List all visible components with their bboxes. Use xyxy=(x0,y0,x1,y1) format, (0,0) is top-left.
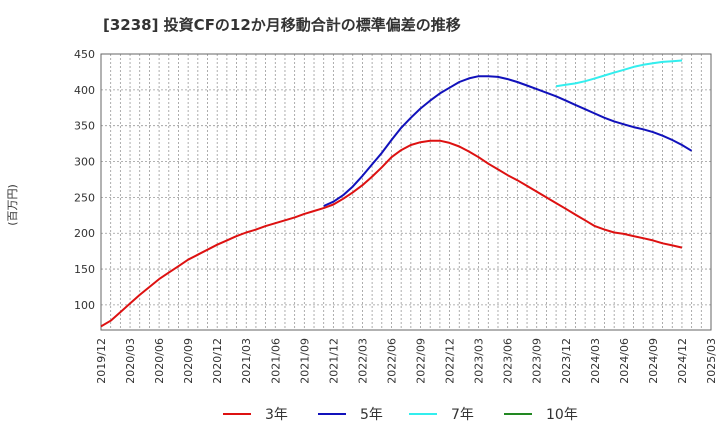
grid-layer xyxy=(100,53,712,330)
x-tick-label: 2021/09 xyxy=(298,338,311,384)
series-layer xyxy=(100,59,693,328)
y-tick-label: 400 xyxy=(74,84,95,97)
x-tick-label: 2020/06 xyxy=(153,338,166,384)
legend-label: 3年 xyxy=(265,407,288,423)
x-tick-label: 2023/06 xyxy=(502,338,515,384)
x-tick-label: 2025/03 xyxy=(705,338,718,384)
y-tick-label: 150 xyxy=(74,263,95,276)
x-tick-label: 2021/06 xyxy=(269,338,282,384)
legend-label: 7年 xyxy=(451,407,474,423)
x-tick-label: 2022/12 xyxy=(444,338,457,384)
x-tick-label: 2022/09 xyxy=(415,338,428,384)
x-axis-ticks: 2019/12 2020/03 2020/06 2020/09 2020/12 2021/… xyxy=(95,338,718,384)
x-tick-label: 2020/03 xyxy=(124,338,137,384)
x-tick-label: 2021/03 xyxy=(240,338,253,384)
series-line-3年 xyxy=(100,139,683,328)
y-tick-label: 450 xyxy=(74,48,95,61)
series-line-5年 xyxy=(323,75,693,207)
y-tick-label: 300 xyxy=(74,156,95,169)
y-tick-label: 100 xyxy=(74,299,95,312)
chart-title: [3238] 投資CFの12か月移動合計の標準偏差の推移 xyxy=(103,16,461,34)
legend-label: 10年 xyxy=(546,407,578,423)
y-axis-label: (百万円) xyxy=(6,184,19,226)
legend-label: 5年 xyxy=(360,407,383,423)
y-tick-label: 250 xyxy=(74,191,95,204)
x-tick-label: 2020/09 xyxy=(182,338,195,384)
x-tick-label: 2020/12 xyxy=(211,338,224,384)
y-axis-ticks: 100 150 200 250 300 350 400 450 xyxy=(74,48,95,312)
x-tick-label: 2022/03 xyxy=(356,338,369,384)
y-tick-label: 350 xyxy=(74,120,95,133)
x-tick-label: 2024/03 xyxy=(589,338,602,384)
x-tick-label: 2019/12 xyxy=(95,338,108,384)
y-tick-label: 200 xyxy=(74,227,95,240)
x-tick-label: 2024/06 xyxy=(618,338,631,384)
x-tick-label: 2024/12 xyxy=(676,338,689,384)
x-tick-label: 2023/09 xyxy=(531,338,544,384)
plot-frame xyxy=(100,53,712,331)
series-line-7年 xyxy=(555,59,683,88)
x-tick-label: 2024/09 xyxy=(647,338,660,384)
x-tick-label: 2022/06 xyxy=(385,338,398,384)
x-tick-label: 2021/12 xyxy=(327,338,340,384)
x-tick-label: 2023/03 xyxy=(473,338,486,384)
x-tick-label: 2023/12 xyxy=(560,338,573,384)
legend: 3年 5年 7年 10年 xyxy=(223,407,578,423)
